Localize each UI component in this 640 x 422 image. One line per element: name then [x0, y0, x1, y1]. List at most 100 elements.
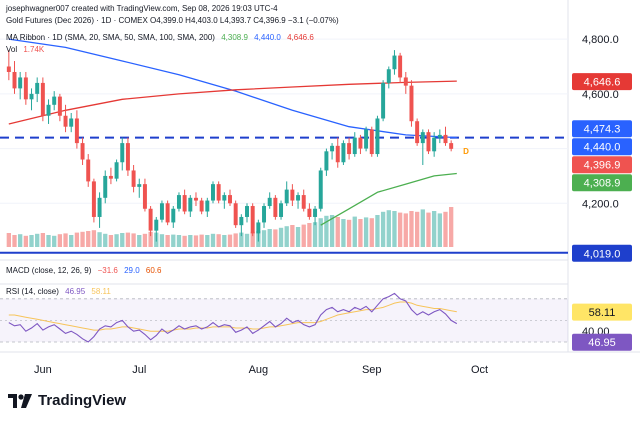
- candle-body[interactable]: [301, 195, 306, 209]
- candle-body[interactable]: [188, 197, 193, 212]
- tradingview-brand[interactable]: TradingView: [8, 392, 126, 409]
- candle-body[interactable]: [296, 195, 301, 201]
- candle-body[interactable]: [420, 132, 425, 144]
- candle-body[interactable]: [108, 175, 113, 179]
- candle-body[interactable]: [432, 137, 437, 152]
- candle-body[interactable]: [443, 134, 448, 144]
- volume-bar: [449, 207, 454, 247]
- candle-body[interactable]: [313, 208, 318, 217]
- candle-body[interactable]: [233, 203, 238, 226]
- candle-body[interactable]: [165, 203, 170, 223]
- candle-body[interactable]: [29, 93, 34, 100]
- candle-body[interactable]: [341, 143, 346, 163]
- candle-body[interactable]: [125, 143, 130, 171]
- candle-body[interactable]: [23, 77, 28, 100]
- candle-body[interactable]: [63, 115, 68, 127]
- candle-body[interactable]: [392, 55, 397, 70]
- candle-body[interactable]: [97, 197, 102, 217]
- candle-body[interactable]: [40, 82, 45, 116]
- candle-body[interactable]: [142, 184, 147, 209]
- candle-body[interactable]: [193, 197, 198, 201]
- time-axis[interactable]: Jun Jul Aug Sep Oct: [34, 364, 488, 376]
- candle-body[interactable]: [154, 219, 159, 231]
- candle-body[interactable]: [211, 184, 215, 201]
- candle-body[interactable]: [46, 104, 51, 116]
- rsi-signal-value: 58.11: [91, 287, 111, 296]
- candle-body[interactable]: [182, 195, 187, 212]
- rsi-signal-line[interactable]: [8, 301, 457, 332]
- candle-body[interactable]: [148, 208, 153, 231]
- candle-body[interactable]: [80, 143, 85, 160]
- candle-body[interactable]: [159, 203, 164, 220]
- rsi-label-tag-box: [572, 333, 632, 351]
- candle-body[interactable]: [228, 195, 232, 204]
- candle-body[interactable]: [222, 195, 227, 201]
- dividend-marker[interactable]: D: [463, 147, 469, 156]
- candle-body[interactable]: [409, 85, 414, 122]
- volume-legend[interactable]: Vol 1.74K: [6, 45, 48, 55]
- candle-body[interactable]: [415, 121, 420, 144]
- candle-body[interactable]: [86, 159, 91, 182]
- candle-body[interactable]: [335, 145, 340, 163]
- candle-body[interactable]: [307, 208, 312, 217]
- candle-body[interactable]: [273, 197, 278, 217]
- candle-body[interactable]: [35, 82, 40, 94]
- macd-legend[interactable]: MACD (close, 12, 26, 9) −31.6 29.0 60.6: [6, 266, 165, 276]
- candle-body[interactable]: [449, 143, 454, 149]
- candle-body[interactable]: [131, 170, 136, 187]
- candle-body[interactable]: [245, 206, 249, 217]
- candle-body[interactable]: [74, 118, 79, 144]
- candle-body[interactable]: [403, 77, 408, 86]
- candle-body[interactable]: [381, 82, 386, 119]
- candle-body[interactable]: [205, 200, 210, 212]
- ma-line-sma-50[interactable]: [8, 38, 457, 139]
- candle-body[interactable]: [57, 96, 62, 116]
- candle-body[interactable]: [358, 137, 363, 149]
- candle-body[interactable]: [216, 184, 221, 201]
- candle-body[interactable]: [250, 206, 255, 234]
- candle-body[interactable]: [91, 181, 96, 217]
- candle-body[interactable]: [369, 129, 374, 155]
- price-axis[interactable]: 4,200.04,400.04,600.04,800.040.00: [582, 34, 619, 338]
- rsi-line[interactable]: [8, 292, 458, 343]
- candle-body[interactable]: [398, 55, 403, 78]
- candle-body[interactable]: [324, 151, 329, 171]
- rsi-panel[interactable]: [0, 292, 568, 343]
- candle-body[interactable]: [262, 206, 267, 223]
- candle-body[interactable]: [18, 77, 23, 89]
- candle-body[interactable]: [318, 170, 323, 209]
- price-label-box: [572, 120, 632, 138]
- candle-body[interactable]: [256, 222, 261, 234]
- ma-line-sma-20[interactable]: [320, 172, 457, 226]
- candle-body[interactable]: [239, 216, 244, 226]
- candlesticks[interactable]: D: [6, 50, 469, 242]
- candle-body[interactable]: [137, 184, 142, 187]
- candle-body[interactable]: [103, 175, 108, 198]
- candle-body[interactable]: [375, 118, 380, 155]
- candle-body[interactable]: [352, 137, 357, 155]
- ma-line-sma-200[interactable]: [8, 80, 457, 125]
- candle-body[interactable]: [6, 66, 11, 72]
- candle-body[interactable]: [347, 143, 352, 155]
- candle-body[interactable]: [120, 143, 125, 163]
- rsi-legend[interactable]: RSI (14, close) 46.95 58.11: [6, 287, 115, 297]
- candle-body[interactable]: [69, 118, 74, 127]
- candle-body[interactable]: [199, 200, 204, 212]
- candle-body[interactable]: [279, 203, 284, 217]
- symbol-header[interactable]: Gold Futures (Dec 2026) · 1D · COMEX O4,…: [6, 16, 339, 25]
- candle-body[interactable]: [426, 132, 431, 152]
- candle-body[interactable]: [437, 134, 442, 138]
- candle-body[interactable]: [171, 208, 176, 223]
- candle-body[interactable]: [290, 189, 295, 201]
- candle-body[interactable]: [114, 162, 119, 179]
- candle-body[interactable]: [386, 69, 391, 83]
- ma-ribbon-legend[interactable]: MA Ribbon · 1D (SMA, 20, SMA, 50, SMA, 1…: [6, 33, 318, 43]
- candle-body[interactable]: [284, 189, 289, 204]
- candle-body[interactable]: [330, 145, 335, 152]
- candle-body[interactable]: [267, 197, 272, 207]
- candle-body[interactable]: [364, 129, 369, 149]
- candle-body[interactable]: [176, 195, 181, 209]
- candle-body[interactable]: [52, 96, 57, 105]
- candle-body[interactable]: [12, 71, 17, 89]
